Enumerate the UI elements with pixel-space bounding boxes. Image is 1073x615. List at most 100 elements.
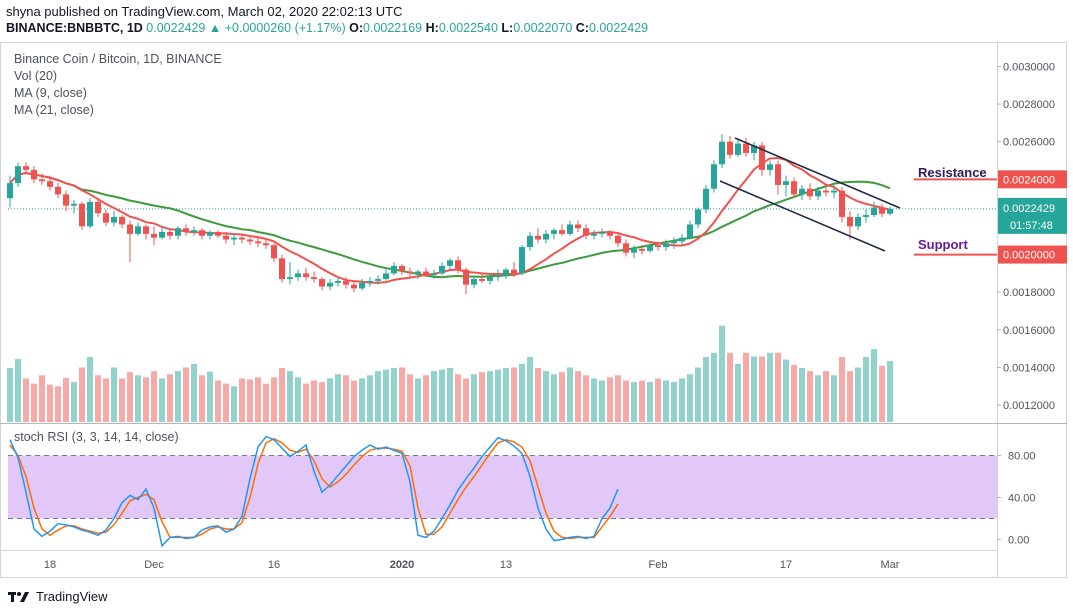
volume-bar	[351, 380, 357, 422]
tradingview-logo[interactable]: TradingView	[8, 589, 108, 604]
candle-body	[695, 209, 701, 225]
candle-body	[751, 145, 757, 153]
candle-body	[783, 181, 789, 185]
candle-body	[215, 232, 221, 236]
ma21-line	[9, 172, 891, 279]
price-tick-label: 0.0016000	[1003, 325, 1055, 337]
volume-bar	[703, 356, 709, 422]
volume-bar	[415, 378, 421, 422]
candle-body	[359, 282, 365, 289]
volume-bar	[887, 361, 893, 422]
candle-body	[647, 245, 653, 251]
volume-bar	[391, 367, 397, 422]
stoch-tick-label: 80.00	[1008, 451, 1036, 463]
candle-body	[63, 194, 69, 206]
candle-body	[447, 260, 453, 266]
volume-bar	[719, 325, 725, 422]
volume-bar	[271, 377, 277, 422]
candle-body	[423, 271, 429, 276]
time-tick-label: 17	[780, 559, 792, 571]
candle-body	[23, 166, 29, 170]
candle-body	[759, 145, 765, 170]
stoch-legend: stoch RSI (3, 3, 14, 14, close)	[14, 430, 179, 444]
volume-bar	[527, 356, 533, 422]
candle-body	[663, 243, 669, 248]
support-price-label: 0.0020000	[1003, 250, 1055, 262]
last-price: 0.0022429	[146, 21, 206, 35]
candle-body	[719, 141, 725, 165]
candle-body	[151, 233, 157, 238]
candle-body	[743, 143, 749, 153]
volume-bar	[647, 382, 653, 422]
candle-body	[231, 237, 237, 240]
volume-bar	[319, 382, 325, 422]
footer	[0, 584, 1073, 615]
volume-bar	[127, 372, 133, 422]
candle-body	[727, 141, 733, 155]
volume-bar	[575, 371, 581, 422]
volume-bar	[607, 377, 613, 422]
publish-line: shyna published on TradingView.com, Marc…	[6, 4, 403, 19]
countdown-label: 01:57:48	[1010, 220, 1053, 232]
symbol-label[interactable]: BINANCE:BNBBTC, 1D	[6, 21, 143, 35]
ma9-line	[9, 157, 891, 284]
volume-bar	[407, 374, 413, 422]
candle-body	[863, 215, 869, 217]
volume-bar	[815, 375, 821, 422]
volume-bar	[119, 378, 125, 422]
candle-body	[679, 237, 685, 242]
candle-body	[39, 179, 45, 182]
time-tick-label: 13	[500, 559, 512, 571]
volume-bar	[71, 382, 77, 422]
candle-body	[303, 273, 309, 278]
candle-body	[671, 241, 677, 244]
candle-body	[815, 190, 821, 197]
stoch-tick-label: 0.00	[1008, 535, 1029, 547]
channel-lower-line	[719, 180, 886, 252]
volume-bar	[583, 375, 589, 422]
price-tick-label: 0.0028000	[1003, 99, 1055, 111]
candle-body	[463, 269, 469, 285]
price-chart[interactable]: ResistanceSupport0.00300000.00280000.002…	[0, 0, 1073, 585]
chart-title: Binance Coin / Bitcoin, 1D, BINANCE	[14, 52, 222, 66]
volume-bar	[679, 378, 685, 422]
candle-body	[247, 239, 253, 242]
candle-body	[687, 224, 693, 238]
candle-body	[487, 277, 493, 281]
volume-bar	[255, 377, 261, 422]
candle-body	[791, 181, 797, 195]
candle-body	[335, 280, 341, 283]
candle-body	[199, 230, 205, 236]
high-value: 0.0022540	[438, 21, 498, 35]
candle-body	[79, 203, 85, 227]
volume-bar	[47, 384, 53, 422]
volume-bar	[79, 367, 85, 422]
volume-bar	[311, 380, 317, 422]
current-price-label: 0.0022429	[1003, 203, 1055, 215]
volume-bar	[399, 367, 405, 422]
volume-bar	[135, 375, 141, 422]
candle-body	[383, 273, 389, 280]
volume-bar	[559, 372, 565, 422]
candle-body	[87, 201, 93, 227]
volume-bar	[263, 383, 269, 422]
candle-body	[479, 279, 485, 281]
candle-body	[7, 183, 13, 199]
volume-bar	[359, 378, 365, 422]
volume-bar	[31, 383, 37, 422]
candle-body	[623, 243, 629, 253]
candle-body	[415, 271, 421, 274]
candle-body	[471, 279, 477, 285]
time-tick-label: 18	[44, 559, 56, 571]
candle-body	[183, 228, 189, 232]
ohlc-line: BINANCE:BNBBTC, 1D 0.0022429 ▲ +0.000026…	[6, 21, 648, 35]
volume-bar	[7, 367, 13, 422]
candle-body	[639, 248, 645, 251]
volume-bar	[55, 386, 61, 422]
low-value: 0.0022070	[513, 21, 573, 35]
time-tick-label: Mar	[881, 559, 900, 571]
volume-bar	[175, 371, 181, 422]
volume-bar	[23, 378, 29, 422]
volume-bar	[695, 367, 701, 422]
volume-bar	[847, 371, 853, 422]
